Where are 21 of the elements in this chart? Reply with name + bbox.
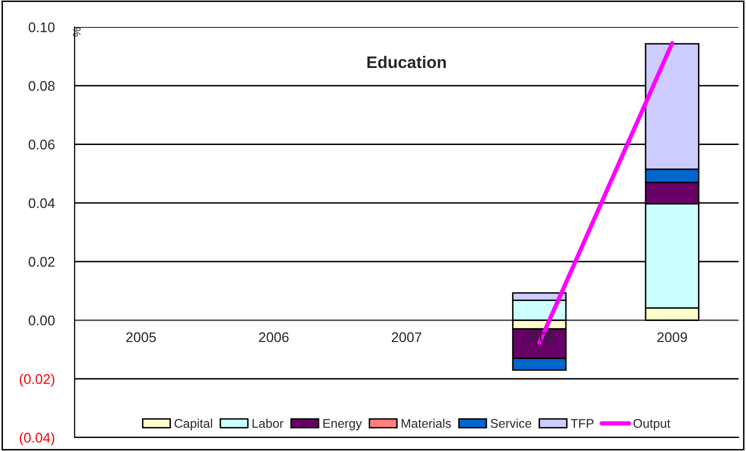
x-tick-label: 2006: [259, 332, 289, 342]
legend-label: Service: [490, 418, 532, 428]
x-tick-label: 2005: [126, 332, 156, 342]
legend-label: Materials: [402, 418, 451, 428]
x-tick-label: 2007: [392, 332, 422, 342]
y-tick-label: 0.00: [28, 316, 55, 326]
y-tick-label: 0.10: [28, 22, 55, 32]
text: Education: [367, 56, 446, 68]
y-tick-label: (0.02): [20, 374, 54, 387]
y-tick-label: 0.04: [28, 198, 55, 208]
y-tick-label: 0.08: [28, 81, 55, 91]
y-tick-label: 0.06: [28, 140, 55, 150]
legend-label: Output: [634, 419, 670, 430]
legend-label: TFP: [570, 419, 594, 428]
legend-label: Energy: [323, 419, 362, 430]
x-tick-label: 2009: [657, 332, 687, 342]
y-tick-label: 0.02: [28, 256, 54, 267]
y-axis-title: %: [72, 27, 81, 37]
legend-label: Capital: [174, 418, 212, 430]
y-tick-label: (0.04): [20, 432, 54, 446]
legend-label: Labor: [252, 418, 284, 428]
